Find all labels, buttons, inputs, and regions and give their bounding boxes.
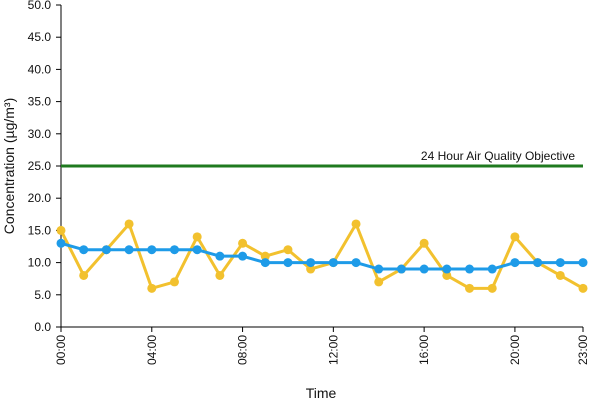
data-point <box>533 258 543 268</box>
data-point <box>442 270 452 280</box>
x-tick-label: 00:00 <box>54 335 68 365</box>
x-tick-label: 16:00 <box>417 335 431 365</box>
y-tick-label: 20.0 <box>28 191 52 205</box>
y-tick-label: 35.0 <box>28 95 52 109</box>
series-1 <box>56 219 588 293</box>
data-point <box>124 245 134 255</box>
data-point <box>79 270 89 280</box>
data-point <box>419 238 429 248</box>
data-point <box>306 264 316 274</box>
data-point <box>510 232 520 242</box>
data-point <box>192 232 202 242</box>
data-point <box>238 238 248 248</box>
data-point <box>578 258 588 268</box>
data-point <box>79 245 89 255</box>
data-point <box>328 258 338 268</box>
y-tick-label: 50.0 <box>28 0 52 12</box>
data-point <box>147 283 157 293</box>
data-point <box>56 238 66 248</box>
data-point <box>555 270 565 280</box>
series-2 <box>56 238 588 274</box>
data-point <box>510 258 520 268</box>
x-tick-label: 12:00 <box>326 335 340 365</box>
data-point <box>306 258 316 268</box>
y-tick-label: 15.0 <box>28 223 52 237</box>
data-point <box>169 277 179 287</box>
data-point <box>442 264 452 274</box>
data-point <box>396 264 406 274</box>
x-tick-label: 23:00 <box>576 335 590 365</box>
x-axis-title: Time <box>306 385 337 400</box>
y-tick-label: 45.0 <box>28 30 52 44</box>
reference-line-label: 24 Hour Air Quality Objective <box>421 149 575 163</box>
data-point <box>374 264 384 274</box>
series-line <box>59 222 584 290</box>
y-tick-label: 0.0 <box>34 320 51 334</box>
data-point <box>351 258 361 268</box>
data-point <box>238 251 248 261</box>
data-point <box>419 264 429 274</box>
data-point <box>101 245 111 255</box>
data-point <box>351 219 361 229</box>
data-point <box>465 264 475 274</box>
data-point <box>283 245 293 255</box>
data-point <box>124 219 134 229</box>
data-point <box>192 245 202 255</box>
data-point <box>215 251 225 261</box>
data-point <box>465 283 475 293</box>
x-tick-label: 20:00 <box>508 335 522 365</box>
data-point <box>56 225 66 235</box>
data-point <box>283 258 293 268</box>
data-point <box>169 245 179 255</box>
y-tick-label: 25.0 <box>28 159 52 173</box>
data-point <box>555 258 565 268</box>
data-point <box>374 277 384 287</box>
y-tick-label: 5.0 <box>34 288 51 302</box>
data-point <box>260 251 270 261</box>
data-point <box>215 270 225 280</box>
x-tick-label: 08:00 <box>236 335 250 365</box>
data-point <box>260 258 270 268</box>
x-tick-label: 04:00 <box>145 335 159 365</box>
data-point <box>578 283 588 293</box>
data-point <box>487 264 497 274</box>
y-tick-label: 30.0 <box>28 127 52 141</box>
data-point <box>147 245 157 255</box>
y-tick-label: 10.0 <box>28 256 52 270</box>
y-tick-label: 40.0 <box>28 62 52 76</box>
data-point <box>487 283 497 293</box>
y-axis-title: Concentration (µg/m³) <box>1 98 17 234</box>
